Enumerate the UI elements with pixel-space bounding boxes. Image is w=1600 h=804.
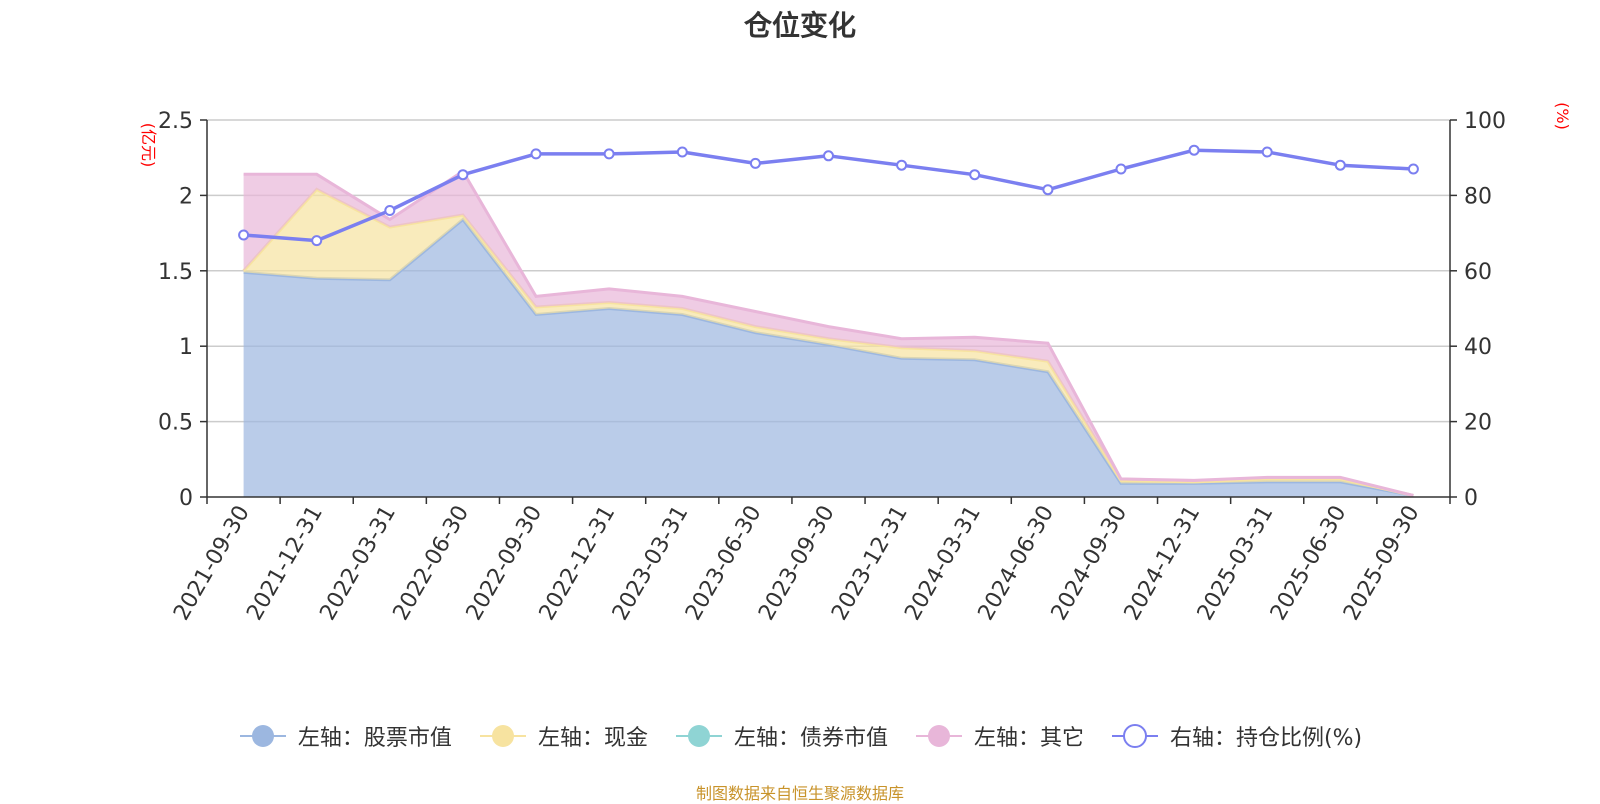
stacked-areas	[242, 169, 1414, 497]
legend-label: 左轴：债券市值	[733, 726, 888, 751]
left-tick-label: 1	[179, 335, 193, 360]
x-tick-label: 2022-03-31	[315, 502, 401, 625]
ratio-point[interactable]	[384, 205, 396, 216]
ratio-line-layer	[238, 144, 1419, 247]
ratio-point[interactable]	[603, 148, 615, 160]
right-tick-label: 40	[1464, 335, 1492, 360]
x-tick-label: 2025-03-31	[1193, 502, 1279, 625]
left-tick-label: 2.5	[158, 109, 193, 134]
ratio-point[interactable]	[969, 169, 981, 181]
area-other	[243, 171, 1414, 496]
area-stock	[243, 219, 1414, 497]
x-tick-label: 2023-09-30	[754, 502, 840, 625]
ratio-point[interactable]	[238, 229, 250, 241]
legend-label: 右轴：持仓比例(%)	[1169, 726, 1363, 751]
x-tick-label: 2021-09-30	[169, 502, 255, 625]
ratio-point[interactable]	[457, 169, 469, 181]
x-tick-label: 2024-12-31	[1120, 502, 1206, 625]
x-tick-label: 2022-09-30	[462, 502, 548, 625]
legend-item-stock[interactable]: 左轴：股票市值	[238, 720, 452, 752]
hollow-circle-icon	[1111, 724, 1158, 748]
ratio-point[interactable]	[1042, 184, 1054, 196]
legend-item-other[interactable]: 左轴：其它	[914, 720, 1084, 752]
right-axis-unit: (%)	[1553, 102, 1572, 130]
x-tick-label: 2022-06-30	[389, 502, 475, 625]
right-tick-label: 0	[1464, 486, 1478, 511]
ratio-point[interactable]	[1261, 146, 1273, 158]
ratio-point[interactable]	[676, 146, 688, 158]
ratio-point[interactable]	[1115, 163, 1127, 175]
filled-circle-icon	[915, 725, 962, 747]
left-tick-label: 1.5	[158, 260, 193, 285]
x-tick-label: 2023-12-31	[827, 502, 913, 625]
chart-title: 仓位变化	[743, 9, 856, 42]
legend-item-ratio[interactable]: 右轴：持仓比例(%)	[1110, 720, 1362, 752]
legend-item-cash[interactable]: 左轴：现金	[478, 720, 648, 752]
ratio-point[interactable]	[749, 157, 761, 169]
x-tick-label: 2024-09-30	[1047, 502, 1133, 625]
ratio-point[interactable]	[896, 159, 908, 171]
legend-label: 左轴：股票市值	[297, 726, 452, 751]
left-tick-label: 0.5	[158, 411, 193, 436]
x-tick-label: 2025-06-30	[1266, 502, 1352, 625]
chart-legend: 左轴：股票市值 左轴：现金 左轴：债券市值 左轴：其它 右轴：持仓比例(%)	[0, 720, 1600, 752]
x-tick-label: 2022-12-31	[535, 502, 621, 625]
ratio-point[interactable]	[530, 148, 542, 160]
x-tick-label: 2023-03-31	[608, 502, 694, 625]
left-axis-unit: (亿元)	[139, 123, 158, 168]
right-tick-label: 60	[1464, 260, 1492, 285]
position-change-chart: 0 0.5 1 1.5 2 2.5 0 20 40 60 80 100 (亿元) (%) 2021-09-3…	[139, 102, 1572, 625]
ratio-point[interactable]	[823, 150, 834, 162]
legend-label: 左轴：现金	[537, 726, 648, 751]
x-tick-label: 2023-06-30	[681, 502, 767, 625]
x-tick-label: 2025-09-30	[1339, 502, 1425, 625]
legend-item-bond[interactable]: 左轴：债券市值	[674, 720, 888, 752]
ratio-point[interactable]	[1407, 163, 1419, 175]
right-tick-label: 20	[1464, 411, 1492, 436]
x-tick-label: 2021-12-31	[242, 502, 328, 625]
data-source-note: 制图数据来自恒生聚源数据库	[695, 784, 904, 803]
right-tick-label: 100	[1464, 109, 1506, 134]
ratio-point[interactable]	[311, 235, 323, 247]
left-tick-label: 2	[179, 184, 193, 209]
x-tick-label: 2024-06-30	[974, 502, 1060, 625]
left-tick-label: 0	[179, 486, 193, 511]
ratio-point[interactable]	[1334, 159, 1346, 171]
right-tick-label: 80	[1464, 184, 1492, 209]
area-cash	[243, 189, 1414, 496]
ratio-point[interactable]	[1188, 144, 1200, 156]
filled-circle-icon	[479, 725, 526, 747]
filled-circle-icon	[675, 725, 722, 747]
filled-circle-icon	[239, 725, 286, 747]
legend-label: 左轴：其它	[973, 726, 1084, 751]
x-tick-label: 2024-03-31	[900, 502, 986, 625]
